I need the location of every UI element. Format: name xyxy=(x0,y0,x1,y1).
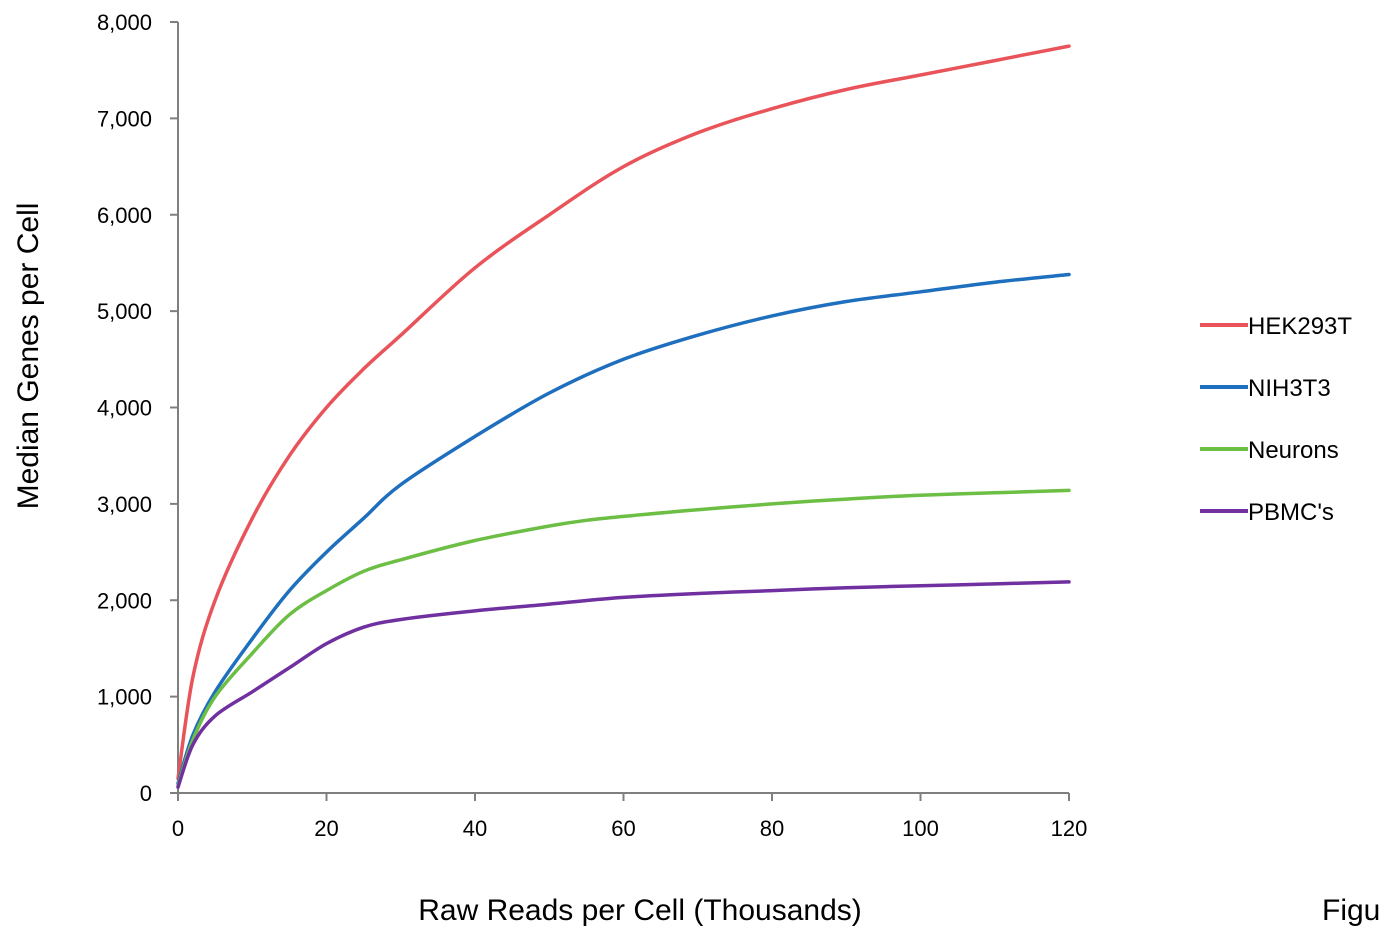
y-tick-label: 8,000 xyxy=(97,10,152,35)
y-axis: 0 1,000 2,000 3,000 4,000 5,000 6,000 7,000 8,00… xyxy=(97,10,179,806)
series-line-pbmc-s xyxy=(176,580,1071,789)
legend-item-hek293t: HEK293T xyxy=(1200,313,1352,340)
x-tick-label: 0 xyxy=(172,816,184,841)
y-tick-label: 5,000 xyxy=(97,299,152,324)
x-tick-label: 40 xyxy=(463,816,487,841)
legend-label: HEK293T xyxy=(1248,313,1352,340)
series-line-neurons xyxy=(176,488,1071,788)
series-line-hek293t xyxy=(176,44,1071,781)
y-tick-label: 1,000 xyxy=(97,685,152,710)
x-tick-label: 80 xyxy=(760,816,784,841)
x-tick-label: 100 xyxy=(902,816,939,841)
x-tick-label: 60 xyxy=(611,816,635,841)
x-tick-label: 20 xyxy=(314,816,338,841)
x-tick-group: 0 20 40 60 80 100 120 xyxy=(172,793,1087,841)
series-line-nih3t3 xyxy=(176,272,1071,786)
figure-caption-fragment: Figu xyxy=(1322,894,1380,927)
legend-item-pbmc-s: PBMC's xyxy=(1200,499,1334,526)
y-tick-label: 4,000 xyxy=(97,396,152,421)
y-axis-title: Median Genes per Cell xyxy=(12,203,45,510)
legend-item-nih3t3: NIH3T3 xyxy=(1200,375,1331,402)
y-tick-label: 0 xyxy=(140,781,152,806)
x-axis: 0 20 40 60 80 100 120 xyxy=(172,792,1087,841)
x-axis-title: Raw Reads per Cell (Thousands) xyxy=(418,894,862,927)
y-tick-label: 3,000 xyxy=(97,492,152,517)
legend-label: Neurons xyxy=(1248,437,1339,464)
y-tick-label: 6,000 xyxy=(97,203,152,228)
y-tick-label: 7,000 xyxy=(97,106,152,131)
x-tick-label: 120 xyxy=(1051,816,1088,841)
legend: HEK293T NIH3T3 Neurons PBMC's xyxy=(1200,313,1352,526)
legend-label: PBMC's xyxy=(1248,499,1334,526)
y-tick-group: 0 1,000 2,000 3,000 4,000 5,000 6,000 7,000 8,00… xyxy=(97,10,178,806)
legend-label: NIH3T3 xyxy=(1248,375,1331,402)
series-lines xyxy=(176,44,1071,789)
y-tick-label: 2,000 xyxy=(97,588,152,613)
legend-item-neurons: Neurons xyxy=(1200,437,1339,464)
